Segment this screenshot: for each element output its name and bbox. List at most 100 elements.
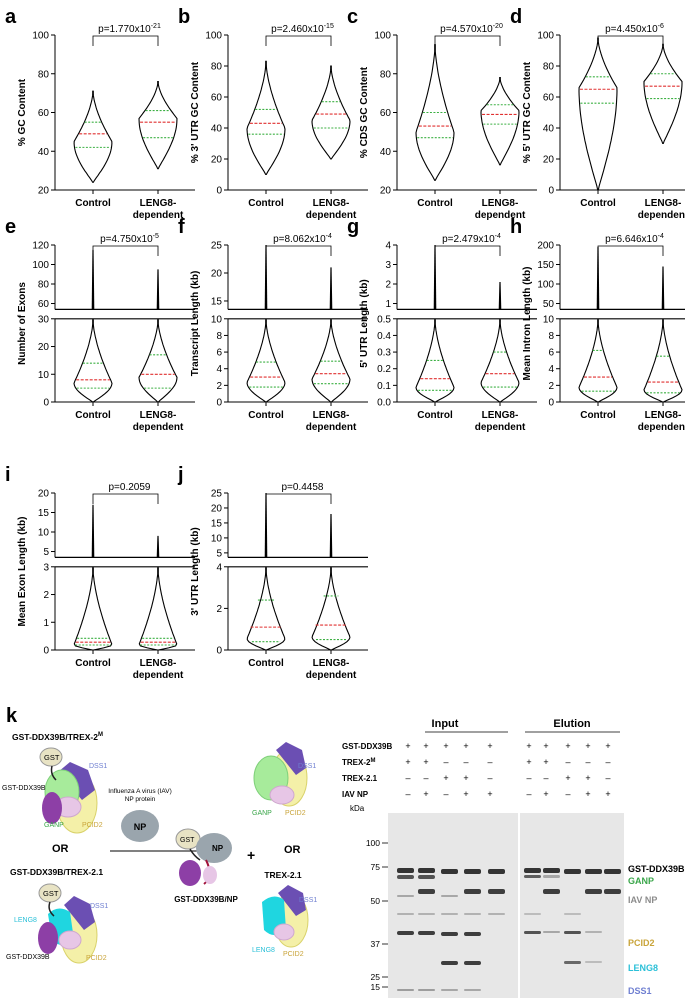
p-value-label: p=1.770x10-21 (98, 23, 161, 35)
y-tick-label: 40 (211, 124, 223, 135)
y-tick-label: 0 (43, 398, 49, 409)
marker-label-15: 15 (371, 982, 381, 992)
lane-sign: – (585, 757, 590, 767)
y-axis-label: % 3' UTR GC Content (190, 61, 201, 163)
violin-shape (73, 567, 113, 651)
gel-band (464, 889, 481, 894)
panel-letter-g: g (347, 216, 359, 238)
y-axis-label: % CDS GC Content (359, 66, 370, 158)
lane-sign: + (526, 741, 531, 751)
violin-tail (433, 245, 437, 310)
gel-band (397, 931, 414, 935)
schematic-or-left: OR (52, 843, 69, 855)
lane-sign: + (443, 773, 448, 783)
significance-bracket (92, 245, 159, 256)
violin-shape (138, 567, 178, 651)
y-tick-label: 4 (548, 364, 554, 375)
np-protein-icon (121, 810, 159, 842)
y-tick-label-upper: 50 (543, 299, 555, 310)
product-label: GST-DDX39B/NP (174, 895, 238, 904)
x-tick-label-control: Control (75, 198, 111, 209)
y-axis-label: % GC Content (17, 78, 28, 146)
violin-shape (480, 77, 520, 166)
gel-band (585, 961, 602, 963)
schematic-np-label-2: NP (212, 844, 224, 853)
gel-band (543, 875, 560, 878)
lane-sign: + (543, 741, 548, 751)
gel-band (564, 869, 581, 874)
released-dss1-label: DSS1 (298, 763, 316, 770)
gel-band (464, 932, 481, 936)
band-label: LENG8 (628, 963, 658, 973)
significance-bracket (92, 35, 159, 46)
y-tick-label-upper: 10 (211, 533, 223, 544)
x-tick-label-leng8-line2: dependent (133, 210, 184, 221)
significance-bracket (265, 493, 332, 504)
panel-letter-c: c (347, 6, 358, 28)
violin-shape (246, 319, 286, 403)
y-tick-label-upper: 20 (211, 503, 223, 514)
row-label-gst-ddx39b: GST-DDX39B (342, 742, 392, 751)
band-labels: GST-DDX39B GANP IAV NP PCID2 LENG8 DSS1 (628, 864, 685, 996)
iav-np-caption-line1: Influenza A virus (IAV) (108, 788, 171, 795)
panel-letter-j: j (177, 464, 184, 486)
panel-k-schematic: k GST-DDX39B/TREX-2M GST DSS1 GST-DDX39B… (2, 705, 317, 964)
y-tick-label: 0.4 (377, 331, 391, 342)
significance-bracket (92, 493, 159, 504)
gel-band (488, 889, 505, 894)
lane-sign: + (423, 741, 428, 751)
y-tick-label: 80 (211, 62, 223, 73)
schematic-ddx39b-label: GST-DDX39B (2, 785, 46, 792)
gel-band (543, 889, 560, 894)
lane-sign: + (565, 741, 570, 751)
band-label: IAV NP (628, 895, 657, 905)
y-tick-label-upper: 200 (537, 241, 554, 252)
y-tick-label-upper: 1 (385, 299, 391, 310)
y-tick-label: 6 (216, 348, 222, 359)
gel-band (604, 869, 621, 874)
lane-sign: – (487, 757, 492, 767)
y-tick-label-upper: 15 (38, 508, 50, 519)
lane-sign: + (543, 757, 548, 767)
x-tick-label-leng8-line2: dependent (306, 670, 357, 681)
violin-tail (329, 513, 333, 558)
panel-k-gel: Input Elution GST-DDX39B TREX-2M TREX-2.… (342, 718, 685, 996)
lane-sign: – (565, 757, 570, 767)
y-axis-label: 5' UTR Length (kb) (359, 279, 370, 367)
x-tick-label-leng8: LENG8- (482, 410, 519, 421)
y-tick-label: 10 (211, 314, 223, 325)
y-tick-label: 30 (38, 314, 50, 325)
iav-np-caption-line2: NP protein (125, 796, 156, 803)
violin-shape (73, 90, 113, 183)
released-leng8-label: LENG8 (252, 947, 275, 954)
y-tick-label: 0 (216, 398, 222, 409)
released-ganp-label: GANP (252, 810, 272, 817)
y-tick-label: 60 (38, 108, 50, 119)
y-tick-label: 20 (543, 155, 555, 166)
y-tick-label: 0.5 (377, 314, 391, 325)
lane-sign: – (423, 773, 428, 783)
x-tick-label-leng8: LENG8- (645, 198, 682, 209)
violin-tail (91, 249, 95, 310)
schematic-ddx39b-label-2: GST-DDX39B (6, 954, 50, 961)
x-tick-label-leng8-line2: dependent (306, 210, 357, 221)
gel-band (441, 913, 458, 915)
violin-panel-i: i Mean Exon Length (kb) p=0.2059 Control LEN… (5, 464, 195, 681)
gel-band (524, 868, 541, 873)
elution-gel-image (520, 813, 624, 998)
y-tick-label-upper: 2 (385, 280, 391, 291)
schematic-dss1-label-2: DSS1 (90, 903, 108, 910)
kda-title: kDa (350, 804, 365, 813)
gel-band (488, 869, 505, 874)
x-tick-label-leng8-line2: dependent (475, 210, 526, 221)
gel-band (418, 889, 435, 894)
gel-band (604, 889, 621, 894)
schematic-gst-label: GST (44, 753, 60, 762)
x-tick-label-leng8: LENG8- (140, 198, 177, 209)
y-tick-label: 4 (216, 562, 222, 573)
violin-shape (311, 65, 351, 160)
violin-panel-j: j 3' UTR Length (kb) p=0.4458 Control LENG8-… (177, 464, 368, 681)
y-axis-label: 3' UTR Length (kb) (190, 527, 201, 615)
trex21-title: GST-DDX39B/TREX-2.1 (10, 867, 103, 877)
lane-sign: + (605, 789, 610, 799)
